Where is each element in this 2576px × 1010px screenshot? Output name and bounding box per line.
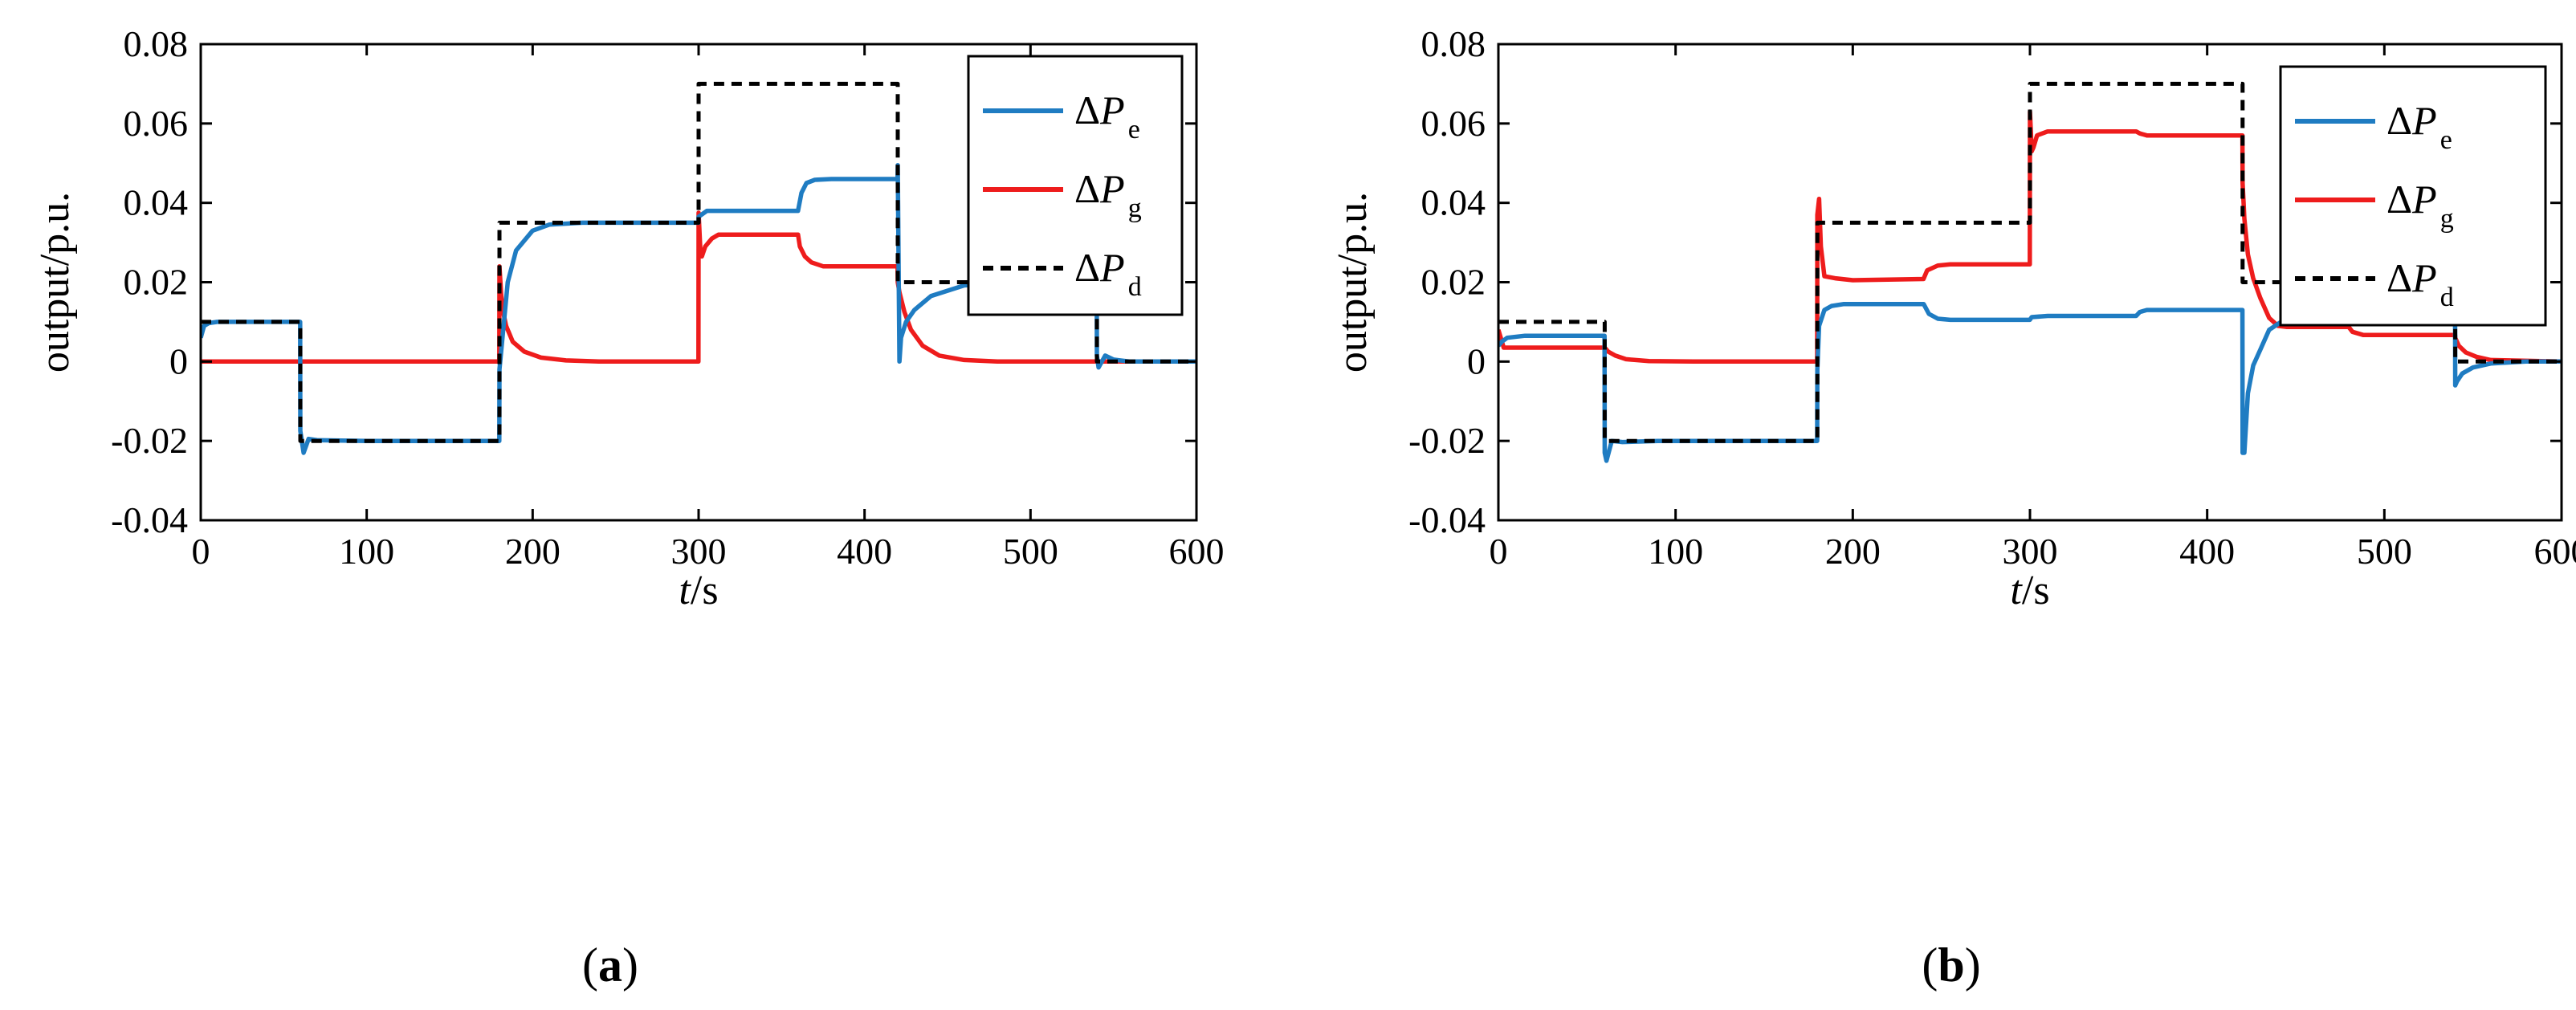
legend-delta: Δ [2386, 98, 2412, 143]
x-tick-label: 400 [2179, 531, 2235, 572]
x-axis-label-rest: /s [691, 568, 719, 613]
legend-p: P [1099, 166, 1125, 211]
x-tick-label: 400 [837, 531, 892, 572]
x-tick-label: 500 [1003, 531, 1058, 572]
x-tick-label: 500 [2357, 531, 2412, 572]
y-tick-label: -0.04 [1408, 499, 1486, 540]
panel-label-letter: a [598, 939, 622, 992]
y-tick-label: 0.04 [124, 182, 189, 223]
x-tick-label: 600 [1169, 531, 1225, 572]
x-tick-label: 100 [1648, 531, 1703, 572]
x-tick-label: 0 [1490, 531, 1508, 572]
x-tick-label: 300 [671, 531, 727, 572]
x-tick-label: 200 [505, 531, 560, 572]
legend-delta: Δ [2386, 177, 2412, 222]
x-tick-label: 600 [2534, 531, 2576, 572]
x-axis-label-rest: /s [2022, 568, 2050, 613]
chart-panel-b: 0 100 200 300 400 500 600 -0.04 -0.02 0 0.02 0.04 0.… [1330, 23, 2576, 992]
y-tick-label: -0.02 [1408, 420, 1486, 461]
legend-subscript: e [2440, 125, 2452, 155]
y-tick-label: -0.02 [111, 420, 188, 461]
x-tick-label: 300 [2003, 531, 2058, 572]
y-tick-label: 0 [169, 340, 188, 381]
y-tick-label: 0.08 [1421, 23, 1486, 64]
panel-label: (a) [582, 939, 638, 992]
x-axis-label: t/s [2010, 568, 2049, 613]
series-line-pe [1498, 304, 2562, 461]
legend-p: P [1099, 245, 1125, 290]
panel-label-close: ) [1965, 939, 1981, 992]
legend-subscript: e [1128, 115, 1140, 145]
y-tick-label: 0.06 [1421, 103, 1486, 144]
y-axis-label: output/p.u. [1330, 192, 1376, 373]
legend-subscript: g [2440, 204, 2454, 234]
y-tick-label: 0.04 [1421, 182, 1486, 223]
x-axis-label: t/s [679, 568, 718, 613]
y-tick-label: 0.02 [124, 262, 189, 303]
panel-label-close: ) [622, 939, 638, 992]
chart-panel-a: 0 100 200 300 400 500 600 -0.04 -0.02 0 0.02 0.04 0.… [32, 23, 1225, 992]
legend-p: P [1099, 88, 1125, 132]
legend-p: P [2411, 177, 2437, 222]
legend-delta: Δ [1074, 166, 1100, 211]
y-tick-label: 0.02 [1421, 262, 1486, 303]
legend-subscript: g [1128, 193, 1142, 223]
legend-delta: Δ [1074, 88, 1100, 132]
panel-label: (b) [1922, 939, 1980, 992]
y-axis-label: output/p.u. [32, 192, 78, 373]
y-tick-label: 0.06 [124, 103, 189, 144]
legend-p: P [2411, 255, 2437, 300]
y-tick-label: -0.04 [111, 499, 188, 540]
legend-delta: Δ [1074, 245, 1100, 290]
legend-subscript: d [1128, 272, 1142, 302]
panel-label-letter: b [1938, 939, 1964, 992]
x-tick-label: 0 [192, 531, 210, 572]
panel-label-open: ( [582, 939, 598, 992]
panel-label-open: ( [1922, 939, 1938, 992]
legend-subscript: d [2440, 283, 2454, 312]
legend-delta: Δ [2386, 255, 2412, 300]
x-tick-label: 200 [1825, 531, 1881, 572]
x-tick-label: 100 [339, 531, 394, 572]
legend-p: P [2411, 98, 2437, 143]
y-tick-label: 0 [1467, 340, 1486, 381]
y-tick-label: 0.08 [124, 23, 189, 64]
